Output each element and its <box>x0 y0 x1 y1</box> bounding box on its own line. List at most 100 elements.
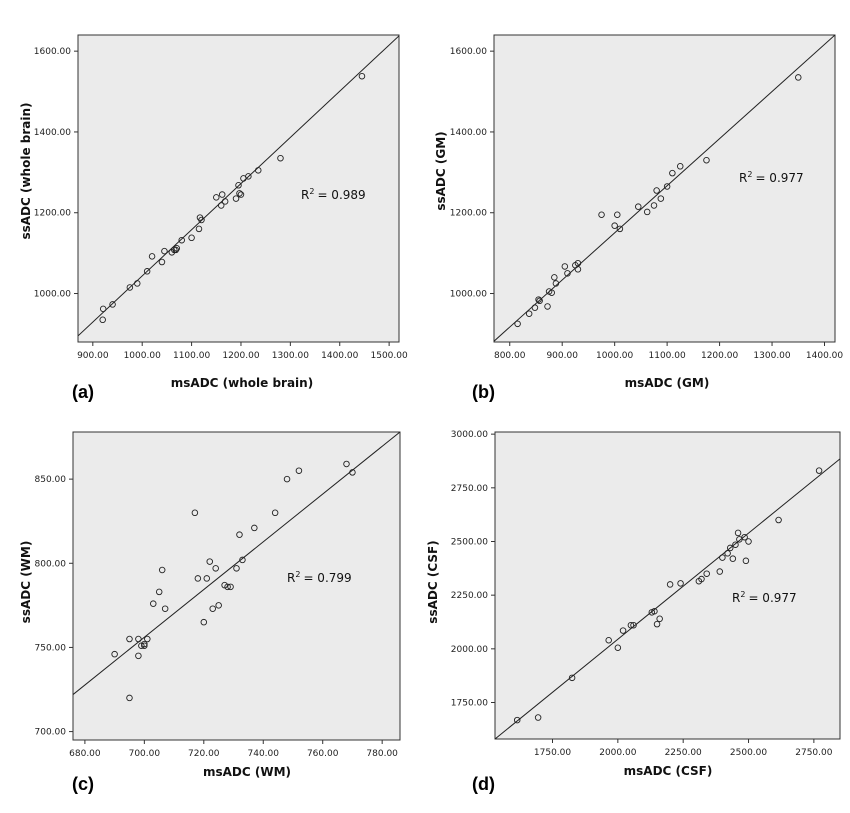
y-tick-label: 1600.00 <box>34 47 71 57</box>
data-point <box>283 475 291 483</box>
x-tick-label: 700.00 <box>129 749 161 759</box>
panel-d-y-axis-label: ssADC (CSF) <box>426 540 440 623</box>
data-point <box>148 253 156 260</box>
data-point <box>221 198 229 205</box>
data-point <box>619 627 627 634</box>
data-point <box>236 531 243 538</box>
data-point <box>643 208 651 216</box>
data-point <box>716 568 724 575</box>
panel-c: 680.00 700.00 720.00 740.00 760.00 780.00 700.… <box>19 431 401 794</box>
data-point <box>198 216 205 224</box>
data-point <box>203 575 211 582</box>
panel-c-fit-line <box>73 432 400 695</box>
x-tick-label: 1200.00 <box>222 351 259 361</box>
x-tick-label: 760.00 <box>307 749 339 759</box>
data-point <box>698 575 705 583</box>
data-point <box>536 297 543 305</box>
data-point <box>795 74 802 81</box>
data-point <box>135 635 142 643</box>
data-point <box>178 236 185 244</box>
data-point <box>775 516 782 524</box>
x-tick-label: 1750.00 <box>534 748 571 758</box>
data-point <box>295 467 303 474</box>
data-point <box>235 182 242 189</box>
panel-c-plot-area <box>72 431 401 741</box>
data-point <box>666 581 674 588</box>
data-point <box>194 575 202 582</box>
x-tick-label: 1300.00 <box>753 351 790 361</box>
panel-b-label: (b) <box>472 382 495 402</box>
data-point <box>161 247 168 255</box>
panel-d: 1750.00 2000.00 2250.00 2500.00 2750.00 1750.… <box>426 430 841 794</box>
data-point <box>155 588 163 596</box>
data-point <box>534 714 542 721</box>
y-tick-label: 2500.00 <box>451 537 488 547</box>
data-point <box>724 550 731 557</box>
panel-c-y-axis-label: ssADC (WM) <box>19 541 33 624</box>
data-point <box>703 156 710 164</box>
data-point <box>277 154 284 162</box>
data-point <box>676 163 684 170</box>
data-point <box>742 557 750 565</box>
data-point <box>143 268 151 275</box>
data-point <box>134 280 141 287</box>
data-point <box>191 509 199 517</box>
data-point <box>271 509 279 517</box>
data-point <box>531 304 539 311</box>
data-point <box>126 635 133 643</box>
x-tick-label: 1100.00 <box>649 351 686 361</box>
data-point <box>233 565 240 572</box>
data-point <box>141 642 148 649</box>
data-point <box>734 529 742 537</box>
data-point <box>141 640 148 648</box>
panel-d-x-axis-label: msADC (CSF) <box>624 764 713 778</box>
x-tick-label: 1000.00 <box>596 351 633 361</box>
data-point <box>239 556 246 564</box>
x-tick-label: 740.00 <box>248 749 280 759</box>
y-tick-label: 1200.00 <box>34 209 71 219</box>
data-point <box>150 600 157 607</box>
data-point <box>551 274 558 281</box>
data-point <box>111 650 118 658</box>
data-point <box>236 190 243 197</box>
panel-d-r2-label: R2 = 0.977 <box>732 590 797 605</box>
data-point <box>651 608 658 615</box>
data-point <box>669 169 676 177</box>
data-point <box>703 570 710 577</box>
data-point <box>719 554 726 561</box>
data-point <box>161 605 169 612</box>
panel-a: 900.00 1000.00 1100.00 1200.00 1300.00 1400.0… <box>19 34 408 402</box>
x-tick-label: 1300.00 <box>272 351 309 361</box>
data-point <box>598 211 605 219</box>
x-tick-label: 1400.00 <box>806 351 843 361</box>
panel-d-fit-line <box>495 458 840 739</box>
data-point <box>616 225 624 233</box>
y-tick-label: 1400.00 <box>34 128 71 138</box>
x-tick-label: 2750.00 <box>795 748 832 758</box>
y-tick-label: 800.00 <box>35 559 67 569</box>
data-point <box>172 246 180 254</box>
y-tick-label: 750.00 <box>35 643 67 653</box>
data-point <box>564 270 571 277</box>
panel-b-r2-label: R2 = 0.977 <box>739 170 804 185</box>
data-point <box>815 467 823 474</box>
data-point <box>732 541 739 548</box>
panel-a-y-axis-label: ssADC (whole brain) <box>19 102 33 239</box>
panel-b: 800.00 900.00 1000.00 1100.00 1200.00 1300.00… <box>434 34 843 402</box>
data-point <box>574 259 582 267</box>
data-point <box>158 258 166 266</box>
data-point <box>614 644 622 652</box>
panel-d-label: (d) <box>472 774 495 794</box>
data-point <box>195 225 203 233</box>
y-tick-label: 1000.00 <box>450 290 487 300</box>
data-point <box>745 538 752 545</box>
data-point <box>552 280 560 287</box>
x-tick-label: 900.00 <box>546 351 578 361</box>
data-point <box>209 605 216 612</box>
y-tick-label: 1000.00 <box>34 290 71 300</box>
data-point <box>349 469 356 476</box>
data-point <box>656 615 663 623</box>
data-point <box>227 583 234 591</box>
data-point <box>561 263 569 270</box>
